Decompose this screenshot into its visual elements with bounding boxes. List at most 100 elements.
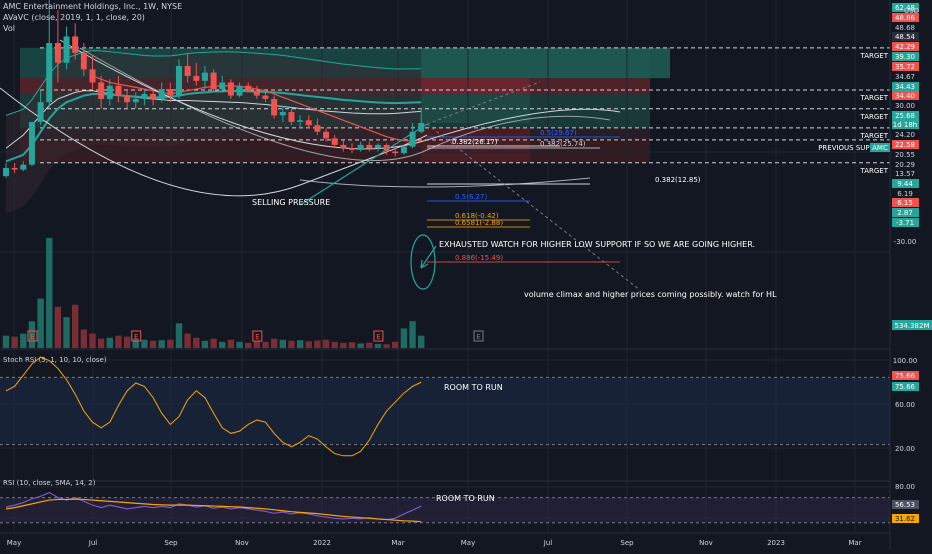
candle-body-38 [331,138,338,145]
rsi-tag-bg-1 [892,500,919,509]
candle-body-39 [340,144,347,149]
volume-bar-2 [20,333,27,348]
stoch-room-note: ROOM TO RUN [444,383,503,392]
candle-body-26 [227,82,234,96]
price-tag-14: 22.58 [895,141,915,149]
candle-body-17 [150,93,157,99]
arrow-annotation [420,245,437,269]
fib-label-3: 0.382(12.85) [655,176,701,184]
volume-bar-13 [115,335,122,348]
price-tag-5: 39.30 [895,53,915,61]
price-tag-bg-0 [892,3,919,12]
fib-label-6: 0.6581(-2.88) [455,219,503,227]
volume-bar-45 [392,341,399,348]
price-tag-bg-6 [892,62,919,71]
price-tag-8: 34.43 [895,83,915,91]
x-tick-2: Sep [164,539,178,547]
price-tag-17: 13.57 [895,170,915,178]
candle-body-40 [349,148,355,150]
price-tag-bg-22 [892,218,919,227]
stoch-tag-1: 75.66 [895,372,916,380]
candle-body-8 [72,36,79,53]
fib-label-7: 0.886(-15.49) [455,254,503,262]
price-tag-23: -30.00 [894,238,917,246]
volume-bar-22 [193,337,200,348]
candle-body-15 [132,98,139,103]
trendline-up [299,123,428,206]
rsi-pane: RSI (10, close, SMA, 14, 2) [0,479,890,524]
volume-bar-48 [418,335,425,348]
price-tag-bg-8 [892,82,919,91]
rsi-room-note: ROOM TO RUN [436,494,495,503]
rsi-tag-2: 31.62 [895,515,915,523]
volume-bar-4 [37,298,44,348]
fib-label-2: 0.5(29.67) [540,129,577,137]
price-tag-9: 34.40 [895,92,915,100]
price-tag-bg-3 [892,32,919,41]
level-label-0: TARGET [859,52,888,60]
candle-body-3 [28,121,35,165]
candle-body-2 [20,164,27,170]
price-tag-11: 25.68 [895,112,915,120]
x-tick-10: 2023 [767,539,785,547]
candle-body-47 [409,131,416,147]
volume-bar-25 [219,341,226,348]
circle-annotation [410,234,436,290]
volume-bar-15 [132,338,139,348]
x-tick-4: 2022 [313,539,331,547]
candle-body-22 [193,75,200,81]
stoch-tag-0: 100.00 [893,357,918,365]
candle-body-9 [80,52,87,70]
volume-bar-14 [123,336,131,348]
level-label-4: PREVIOUS SUPPORT [818,144,889,152]
volume-bar-27 [236,341,243,348]
levels-layer: TARGET TARGET TARGET TARGET PREVIOUS SUPPORT… [40,47,890,263]
price-tag-18: 9.44 [897,180,913,188]
candle-body-35 [305,120,312,126]
price-tag-bg-14 [892,140,919,149]
price-tag-12: 1d 18h [893,121,917,129]
volume-bar-43 [374,343,382,348]
volume-bar-37 [322,339,330,348]
volume-bar-17 [149,340,157,348]
volume-bar-7 [63,317,70,348]
candle-body-36 [314,125,321,132]
x-tick-6: May [461,539,475,547]
price-tag-bg-1 [892,13,919,22]
fib-label-4: 0.5(6.27) [455,193,487,201]
fib-label-1: 0.382(25.74) [540,140,586,148]
earnings-box-0 [27,330,38,342]
price-tag-6: 35.72 [895,63,915,71]
volume-bar-47 [409,321,416,348]
stoch-tag-2: 75.66 [895,383,916,391]
price-tag-16: 20.29 [895,161,915,169]
volume-bar-0 [2,335,10,348]
target-zone-upper [421,47,670,79]
level-label-3: TARGET [859,132,888,140]
selling-pressure-note: SELLING PRESSURE [252,198,331,207]
earnings-marker-0: E [30,333,34,341]
candle-body-23 [201,72,208,81]
volume-bar-40 [348,342,356,348]
x-tick-5: Mar [391,539,404,547]
volume-bar-38 [331,341,338,348]
price-tag-bg-21 [892,208,919,217]
rsi-tag-bg-2 [892,514,919,523]
stoch-tag-bg-2 [892,382,919,391]
earnings-box-2 [252,330,263,342]
price-tag-bg-11 [892,111,919,120]
x-tick-11: Mar [848,539,861,547]
price-tag-bg-20 [892,198,919,207]
volume-bar-10 [89,333,96,348]
candle-body-32 [279,112,286,116]
ma-white-line [5,90,422,149]
rsi-tag-0: 80.00 [895,483,915,491]
candle-body-29 [253,90,260,96]
volume-bar-33 [288,340,295,348]
rsi-series-0 [5,491,422,521]
candles-layer [3,0,425,178]
x-tick-8: Sep [620,539,634,547]
price-tag-20: 6.15 [897,199,913,207]
